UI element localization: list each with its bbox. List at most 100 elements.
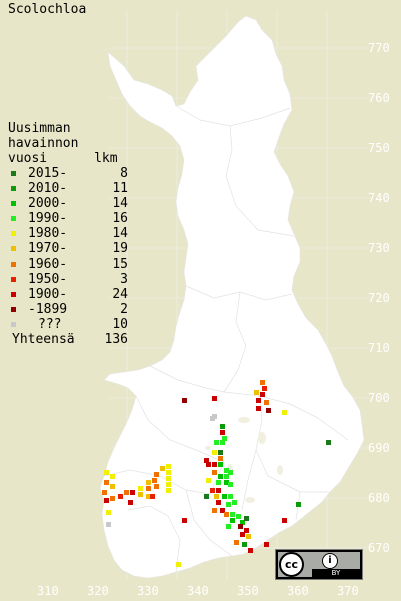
observation-square [212,462,217,467]
observation-square [110,496,115,501]
legend-swatch [11,261,16,267]
observation-square [182,398,187,403]
observation-square [230,512,235,517]
observation-square [224,474,229,479]
species-title: Scolochloa [8,2,87,17]
observation-square [264,400,269,405]
observation-square [262,386,267,391]
legend-swatch [11,186,16,192]
legend-label: 1900- [28,286,68,302]
legend-label: 1990- [28,211,68,227]
observation-square [282,518,287,523]
observation-square [150,494,155,499]
legend-header-line-3: vuosi lkm [8,151,118,166]
observation-square [236,514,241,519]
legend-count: 14 [112,226,128,242]
y-tick-label: 740 [368,191,390,205]
legend-total-label: Yhteensä [12,332,75,348]
observation-square [146,486,151,491]
legend-swatch [11,306,16,312]
legend-swatch [11,171,16,176]
observation-points [102,380,331,567]
legend-header-line-2: havainnon [8,136,79,151]
y-tick-label: 710 [368,341,390,355]
legend-row: 1970- 19 [8,241,128,256]
observation-square [244,528,249,533]
observation-square [138,486,143,491]
observation-square [226,524,231,529]
observation-square [248,548,253,553]
observation-square [176,562,181,567]
y-tick-label: 750 [368,141,390,155]
observation-square [166,476,171,481]
legend-label: 1960- [28,256,68,272]
observation-square [166,470,171,475]
legend-swatch [11,246,16,252]
observation-square [282,410,287,415]
legend-header-line-1: Uusimman [8,121,71,136]
legend-row: 1900- 24 [8,286,128,302]
legend-count: 10 [112,316,128,332]
legend-label: 2015- [28,166,68,181]
license-badge[interactable]: cc i BY [275,549,363,580]
legend-row: 2015- 8 [8,166,128,181]
observation-square [222,436,227,441]
observation-square [226,502,231,507]
y-tick-label: 690 [368,441,390,455]
legend-row: ??? 10 [8,316,128,332]
observation-square [296,502,301,507]
legend-row: 1950- 3 [8,271,128,287]
observation-square [182,518,187,523]
observation-square [204,494,209,499]
observation-square [146,494,151,499]
y-tick-label: 670 [368,541,390,555]
legend-label: ??? [38,316,62,332]
legend-count: 19 [112,241,128,257]
legend-label: 1950- [28,271,68,287]
creative-commons-icon: cc [279,552,304,577]
legend-count: 24 [112,286,128,302]
x-tick-label: 340 [187,584,209,598]
legend-label: 2010- [28,181,68,197]
observation-square [154,484,159,489]
legend-row: 1990- 16 [8,211,128,227]
observation-square [234,540,239,545]
legend-total-row: Yhteensä 136 [8,332,128,348]
observation-square [224,512,229,517]
observation-square [326,440,331,445]
legend-label: -1899 [28,301,68,317]
legend-row: 2010- 11 [8,181,128,197]
observation-square [204,458,209,463]
observation-square [124,490,129,495]
observation-square [266,408,271,413]
observation-square [228,470,233,475]
observation-square [104,480,109,485]
observation-square [254,390,259,395]
observation-square [212,508,217,513]
observation-square [228,494,233,499]
y-tick-label: 720 [368,291,390,305]
license-by-label: BY [312,569,360,578]
legend-row: 2000- 14 [8,196,128,211]
observation-square [214,494,219,499]
observation-square [230,518,235,523]
finland-land [99,15,365,579]
y-tick-label: 730 [368,241,390,255]
legend-count: 3 [120,271,128,287]
observation-square [110,474,115,479]
observation-square [238,524,243,529]
observation-square [212,470,217,475]
observation-square [146,480,151,485]
observation-square [220,424,225,429]
legend-count: 14 [112,196,128,212]
legend: Uusimman havainnon vuosi lkm 2015- 8 2010… [8,121,128,348]
observation-square [138,492,143,497]
observation-square [216,500,221,505]
observation-square [216,480,221,485]
legend-label: 1980- [28,226,68,242]
observation-square [212,396,217,401]
observation-square [224,480,229,485]
observation-square [110,484,115,489]
